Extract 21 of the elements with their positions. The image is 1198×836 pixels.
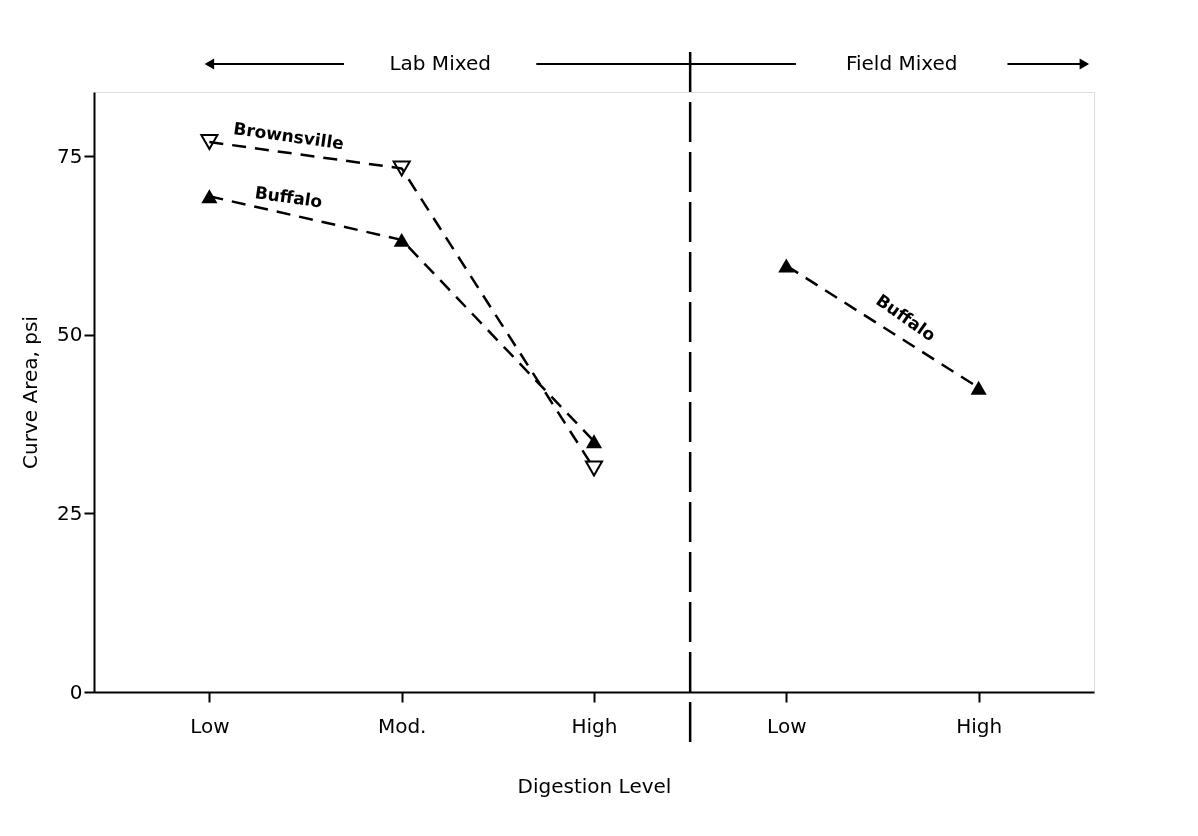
point [584,460,604,477]
x-tick-label: Low [190,713,230,738]
x-tick-label: Low [767,713,807,738]
y-axis-title: Curve Area, psi [18,316,43,469]
text: Brownsville [232,118,346,154]
point [392,160,411,177]
text: Lab Mixed [389,51,491,75]
point [393,232,410,247]
y-tick-label: 75 [57,143,83,168]
x-axis-title: Digestion Level [517,773,672,798]
point [201,189,218,204]
x-tick-label: High [571,713,618,738]
text: Field Mixed [845,51,958,75]
y-tick-label: 0 [69,679,83,704]
y-tick-label: 50 [57,322,83,347]
point [200,134,219,150]
x-tick-label: Mod. [377,713,427,738]
point [585,434,603,449]
x-tick-label: High [956,713,1003,738]
text: Buffalo [253,182,324,212]
y-tick-label: 25 [57,500,83,525]
